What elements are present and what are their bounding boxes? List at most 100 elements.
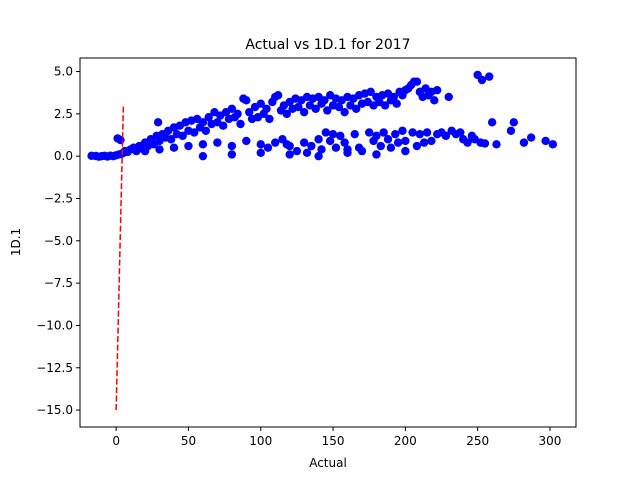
data-point	[233, 109, 242, 119]
data-point	[419, 138, 429, 147]
data-point	[422, 128, 432, 137]
data-point	[412, 77, 422, 86]
data-point	[444, 92, 453, 102]
y-tick-label: −5.0	[44, 234, 73, 248]
data-point	[477, 75, 487, 85]
data-point	[325, 136, 335, 146]
data-point	[155, 145, 164, 154]
data-point	[412, 141, 422, 151]
data-point	[317, 145, 326, 154]
data-point	[263, 143, 273, 152]
data-point	[236, 119, 245, 129]
data-point	[314, 151, 323, 161]
data-point	[285, 150, 294, 159]
data-point	[302, 148, 312, 157]
data-point	[463, 138, 472, 147]
chart-title: Actual vs 1D.1 for 2017	[245, 37, 410, 53]
data-point	[321, 128, 331, 137]
data-point	[201, 126, 211, 135]
plot-area	[87, 70, 558, 411]
data-point	[334, 102, 344, 112]
data-point	[548, 140, 558, 149]
data-point	[487, 118, 497, 127]
data-point	[386, 143, 396, 152]
data-point	[376, 141, 385, 151]
data-point	[153, 118, 163, 127]
data-point	[227, 150, 237, 159]
data-point	[365, 128, 374, 137]
y-axis-label: 1D.1	[9, 228, 23, 256]
data-point	[273, 91, 283, 100]
data-point	[519, 138, 529, 147]
data-point	[328, 129, 338, 139]
y-tick-label: 2.5	[54, 107, 73, 121]
data-point	[331, 143, 341, 152]
data-point	[292, 146, 302, 156]
data-point	[430, 96, 439, 105]
data-point	[198, 140, 208, 149]
data-point	[256, 140, 265, 149]
y-tick-label: 0.0	[54, 149, 73, 163]
data-point	[244, 107, 254, 117]
x-tick-label: 0	[112, 434, 120, 448]
data-point	[311, 104, 320, 113]
data-point	[227, 104, 237, 113]
data-point	[213, 138, 222, 147]
x-tick-label: 100	[249, 434, 272, 448]
data-point	[190, 128, 199, 137]
y-tick-label: −15.0	[36, 403, 73, 417]
x-tick-label: 150	[322, 434, 345, 448]
data-point	[398, 126, 407, 135]
data-point	[204, 113, 213, 122]
data-point	[380, 101, 390, 110]
data-point	[242, 136, 251, 146]
data-point	[441, 131, 451, 141]
data-point	[294, 102, 303, 112]
axes-frame	[79, 57, 577, 428]
y-tick-label: −10.0	[36, 318, 73, 332]
data-point	[336, 131, 345, 141]
data-point	[357, 146, 367, 156]
x-tick-label: 50	[181, 434, 196, 448]
data-point	[184, 141, 193, 151]
x-tick-label: 300	[539, 434, 562, 448]
data-point	[392, 99, 401, 108]
data-point	[415, 129, 425, 139]
data-point	[492, 140, 501, 149]
data-point	[256, 99, 265, 108]
data-point	[480, 139, 490, 148]
data-point	[383, 135, 393, 144]
y-tick-label: −2.5	[44, 191, 73, 205]
data-point	[352, 104, 361, 113]
data-point	[320, 96, 329, 105]
data-point	[393, 138, 403, 147]
data-point	[285, 141, 294, 151]
data-point	[340, 107, 349, 117]
x-axis-label: Actual	[309, 456, 347, 470]
data-point	[526, 133, 536, 142]
data-point	[262, 104, 271, 113]
data-point	[456, 128, 465, 137]
data-point	[379, 128, 388, 137]
x-axis: 0 50 100 150 200 250 300	[112, 427, 561, 448]
data-point	[391, 129, 400, 139]
data-point	[166, 135, 176, 144]
data-point	[408, 128, 417, 137]
data-point	[350, 129, 359, 139]
data-point	[485, 72, 494, 81]
data-point	[271, 138, 280, 147]
data-point	[323, 106, 332, 115]
data-point	[541, 136, 550, 146]
data-point	[401, 146, 410, 156]
data-point	[242, 96, 251, 105]
y-tick-label: −7.5	[44, 276, 73, 290]
data-point	[299, 138, 309, 147]
data-point	[340, 138, 349, 147]
y-axis: 5.0 2.5 0.0 −2.5 −5.0 −7.5 −10.0 −12.5 −15.0	[36, 65, 80, 417]
data-point	[256, 148, 265, 157]
data-point	[389, 92, 398, 102]
data-point	[178, 131, 187, 141]
data-point	[116, 135, 125, 145]
y-tick-label: −12.5	[36, 361, 73, 375]
